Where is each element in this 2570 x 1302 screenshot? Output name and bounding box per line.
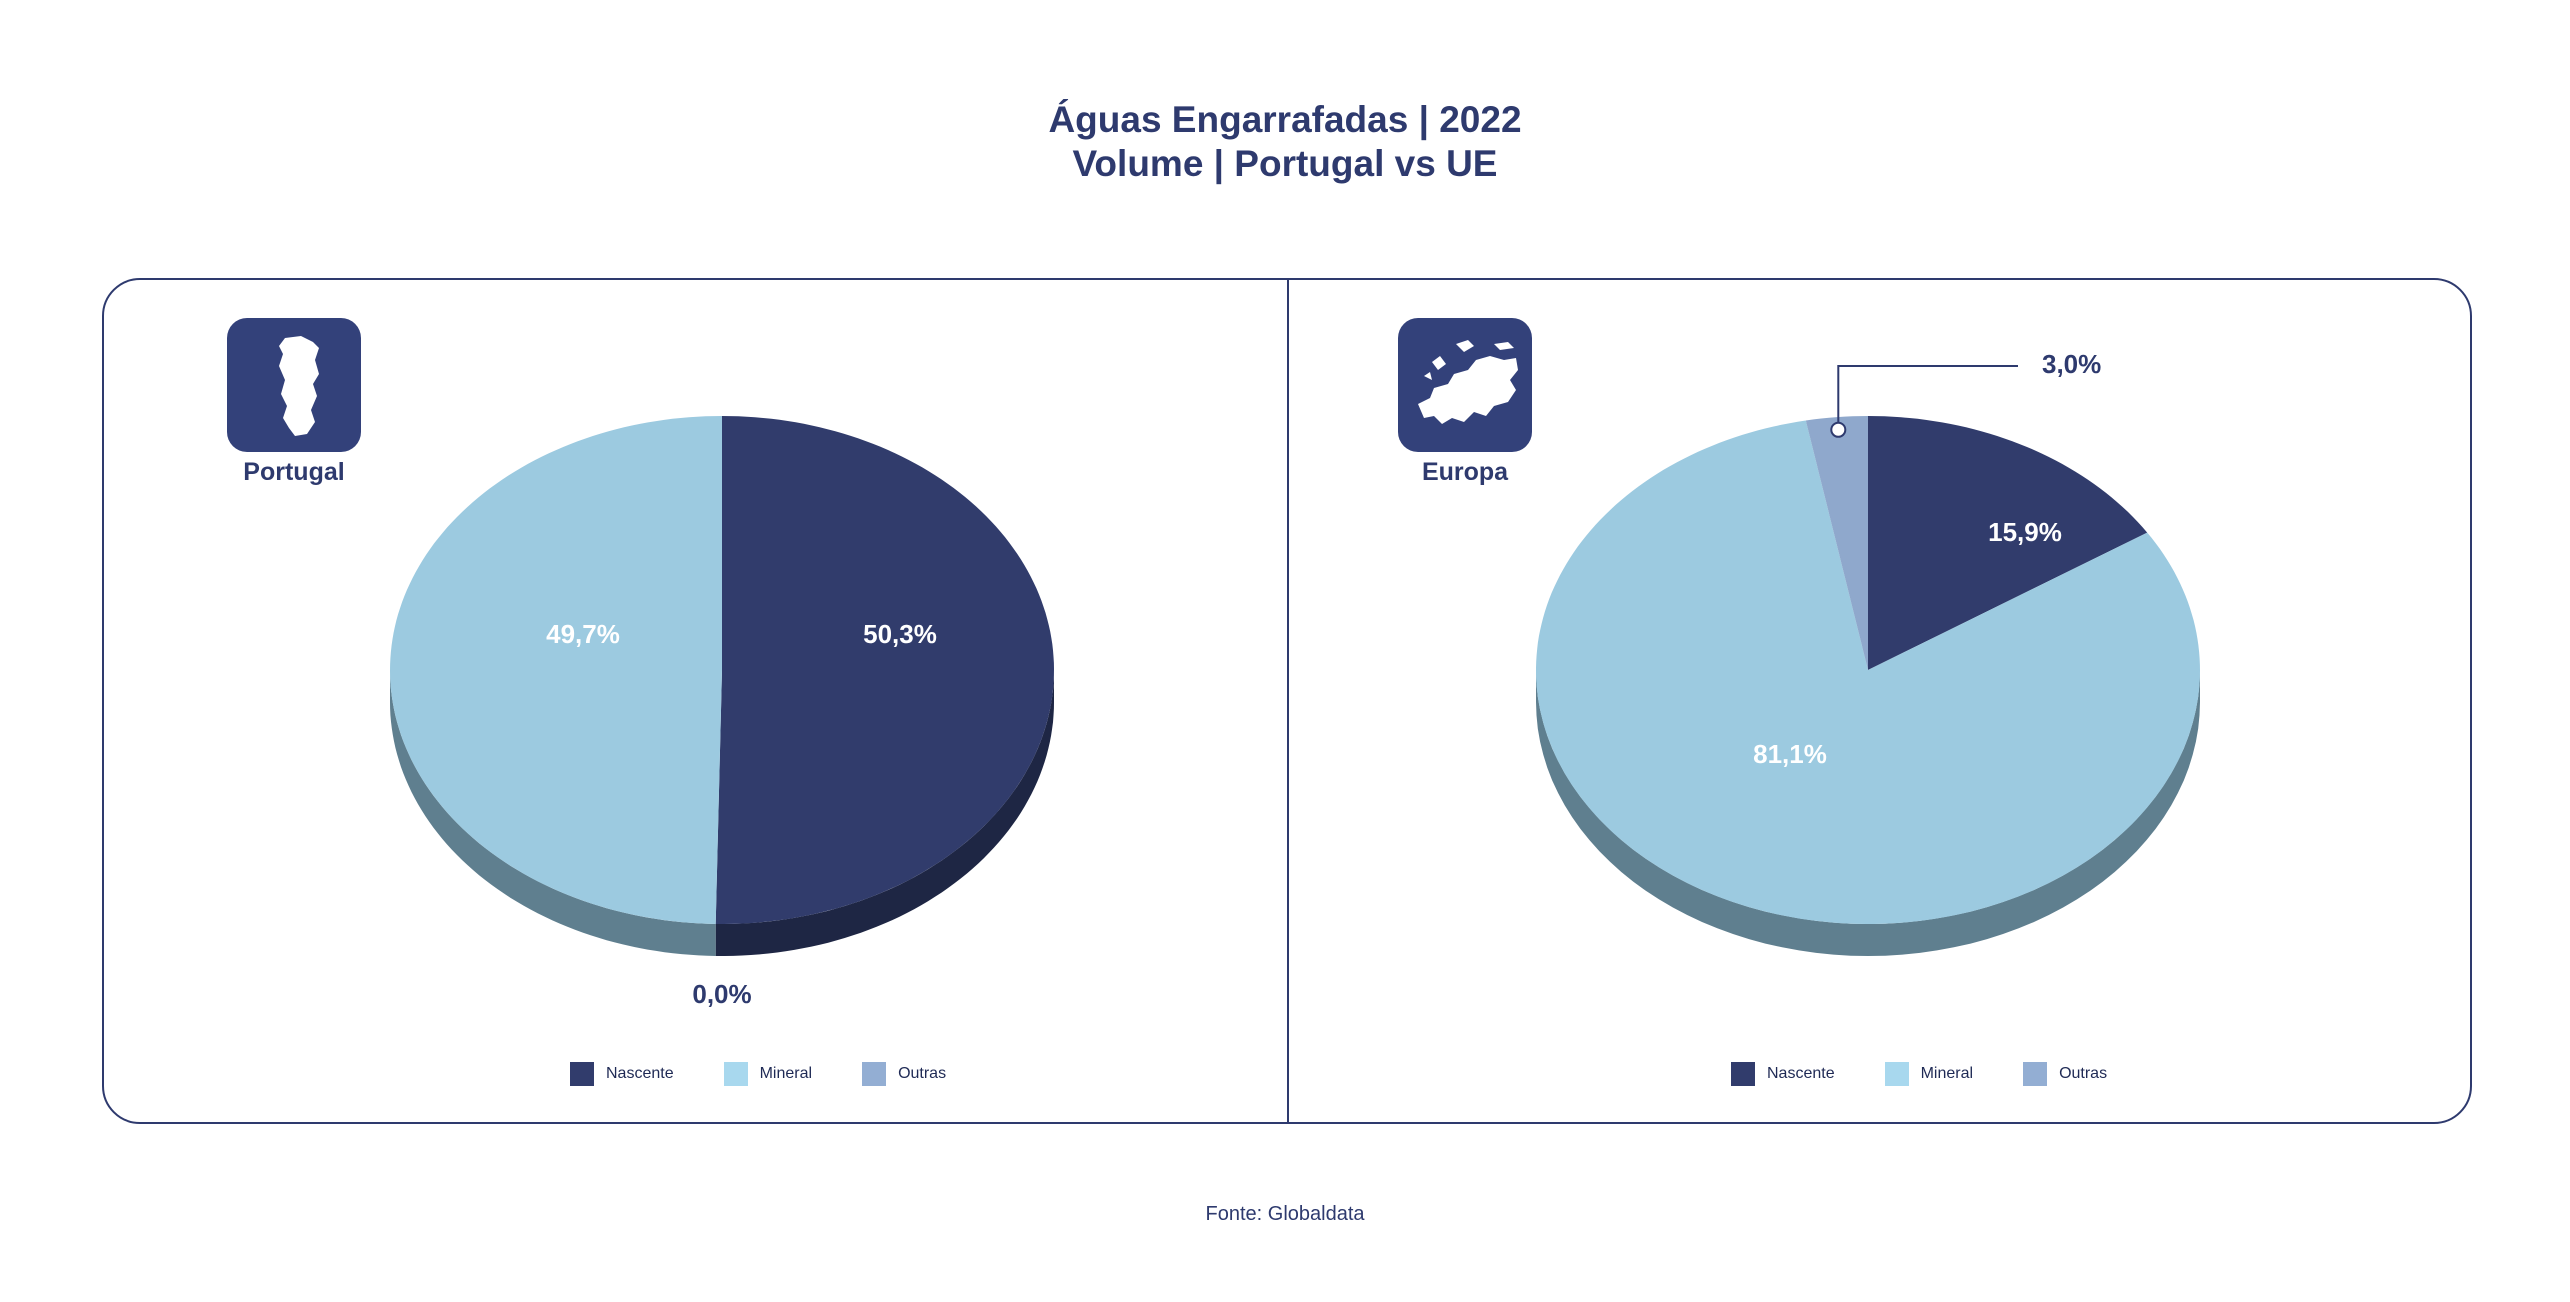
legend-swatch-mineral <box>1884 1062 1909 1086</box>
pie-side-nascente <box>715 670 1054 956</box>
legend-swatch-nascente <box>570 1062 594 1086</box>
legend-item-nascente: Nascente <box>1731 1062 1835 1086</box>
callout-line-outras <box>1837 365 2018 430</box>
legend-label-mineral: Mineral <box>759 1065 813 1082</box>
legend-item-outras: Outras <box>862 1062 946 1086</box>
pie-slice-nascente <box>1868 416 2148 670</box>
data-label-mineral: 81,1% <box>1753 739 1827 769</box>
europe-map-icon <box>1398 318 1532 452</box>
legend-label-nascente: Nascente <box>606 1065 674 1082</box>
europa-label: Europa <box>1421 458 1509 486</box>
legend-swatch-outras <box>2023 1062 2048 1086</box>
legend-label-mineral: Mineral <box>1920 1065 1974 1082</box>
data-label-outras: 0,0% <box>692 979 751 1009</box>
title-line-2: Volume | Portugal vs UE <box>1072 143 1498 184</box>
legend-item-mineral: Mineral <box>1884 1062 1974 1086</box>
legend-swatch-outras <box>862 1062 887 1086</box>
pie-side-mineral <box>390 670 716 956</box>
panel-divider <box>1287 279 1289 1123</box>
legend-label-nascente: Nascente <box>1767 1065 1835 1082</box>
title-line-1: Águas Engarrafadas | 2022 <box>1048 99 1522 140</box>
pie-slice-nascente <box>715 416 1054 924</box>
legend-item-nascente: Nascente <box>570 1062 674 1086</box>
legend-swatch-mineral <box>723 1062 748 1086</box>
pie-slice-mineral <box>1536 420 2200 924</box>
legend-item-outras: Outras <box>2023 1062 2107 1086</box>
legend-label-outras: Outras <box>898 1065 947 1082</box>
legend-portugal: Nascente Mineral Outras <box>570 1060 996 1088</box>
legend-swatch-nascente <box>1731 1062 1755 1086</box>
pie-slice-outras <box>1805 416 1868 670</box>
legend-label-outras: Outras <box>2059 1065 2108 1082</box>
source-note: Fonte: Globaldata <box>1205 1203 1365 1225</box>
pie-europa: 15,9% 81,1% 3,0% <box>1536 349 2200 956</box>
data-label-nascente: 50,3% <box>863 619 937 649</box>
data-label-nascente: 15,9% <box>1988 517 2062 547</box>
portugal-map-icon <box>227 318 361 452</box>
data-label-mineral: 49,7% <box>546 619 620 649</box>
chart-title: Águas Engarrafadas | 2022 Volume | Portu… <box>0 98 2570 186</box>
legend-europa: Nascente Mineral Outras <box>1731 1060 2157 1088</box>
pie-portugal: 50,3% 49,7% 0,0% <box>390 416 1054 1009</box>
pie-slice-mineral <box>390 416 722 924</box>
legend-item-mineral: Mineral <box>723 1062 813 1086</box>
data-label-outras: 3,0% <box>2042 349 2101 379</box>
callout-dot-outras <box>1830 421 1847 438</box>
portugal-label: Portugal <box>243 458 345 486</box>
